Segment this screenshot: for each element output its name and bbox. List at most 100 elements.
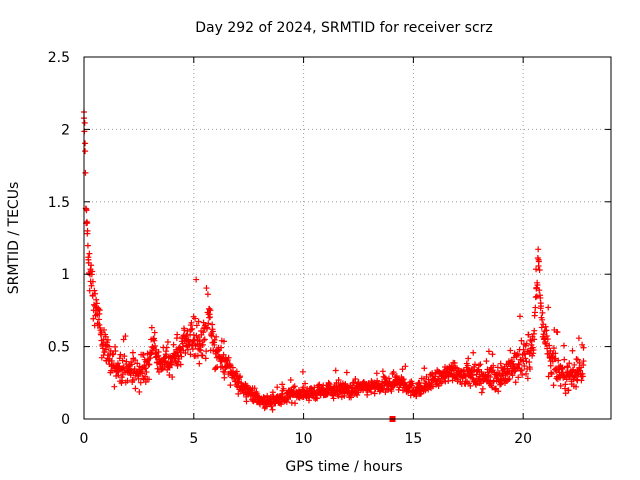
data-point — [535, 256, 542, 263]
data-point — [413, 392, 420, 399]
data-point — [284, 392, 291, 399]
data-point — [407, 392, 414, 399]
data-point — [234, 379, 241, 386]
data-point — [564, 364, 571, 371]
data-point — [168, 355, 175, 362]
data-point — [273, 397, 280, 404]
data-point — [145, 361, 152, 368]
data-point — [135, 375, 142, 382]
data-point — [537, 294, 544, 301]
data-point — [84, 220, 91, 227]
data-point — [193, 276, 200, 283]
x-tick-label: 0 — [80, 431, 89, 447]
data-point — [225, 354, 232, 361]
data-point — [476, 375, 483, 382]
data-point — [302, 380, 309, 387]
data-point — [189, 346, 196, 353]
data-point — [174, 349, 181, 356]
data-point — [564, 363, 571, 370]
data-point — [506, 375, 513, 382]
data-point — [164, 338, 171, 345]
data-point — [377, 384, 384, 391]
data-point — [102, 346, 109, 353]
data-point — [520, 346, 527, 353]
data-point — [534, 282, 541, 289]
data-point — [212, 350, 219, 357]
data-point — [571, 361, 578, 368]
data-point — [335, 393, 342, 400]
data-point — [325, 379, 332, 386]
data-point — [292, 400, 299, 407]
data-point — [564, 372, 571, 379]
data-point — [192, 315, 199, 322]
data-point — [87, 278, 94, 285]
data-point — [314, 395, 321, 402]
data-point — [332, 367, 339, 374]
data-points — [81, 109, 587, 422]
y-tick-label: 1 — [61, 267, 70, 283]
data-point — [355, 385, 362, 392]
data-point — [187, 351, 194, 358]
data-point — [523, 370, 530, 377]
axis-ticks: 0 5 10 15 20 0 0.5 1 1.5 2 2.5 — [48, 50, 611, 447]
data-point — [543, 332, 550, 339]
data-point — [84, 242, 91, 249]
data-point — [496, 381, 503, 388]
data-point — [388, 388, 395, 395]
data-point — [449, 365, 456, 372]
data-point — [227, 382, 234, 389]
y-tick-label: 1.5 — [48, 195, 70, 211]
data-point — [341, 392, 348, 399]
data-point — [135, 366, 142, 373]
data-point — [465, 372, 472, 379]
data-point — [269, 389, 276, 396]
data-point — [295, 389, 302, 396]
data-point — [550, 382, 557, 389]
data-point — [90, 315, 97, 322]
data-point — [525, 331, 532, 338]
data-point — [256, 397, 263, 404]
data-point — [575, 335, 582, 342]
data-point — [196, 340, 203, 347]
data-point — [108, 358, 115, 365]
data-point — [131, 365, 138, 372]
data-point — [550, 345, 557, 352]
data-point — [96, 307, 103, 314]
y-tick-label: 0.5 — [48, 340, 70, 356]
data-point — [199, 352, 206, 359]
data-point — [170, 341, 177, 348]
data-point — [366, 384, 373, 391]
data-point — [478, 389, 485, 396]
data-point — [181, 327, 188, 334]
data-point — [539, 316, 546, 323]
data-point — [291, 383, 298, 390]
data-point — [85, 256, 92, 263]
data-point — [542, 336, 549, 343]
data-point — [516, 361, 523, 368]
data-point — [516, 313, 523, 320]
data-point — [487, 374, 494, 381]
data-point — [204, 324, 211, 331]
data-point — [117, 351, 124, 358]
data-point — [421, 365, 428, 372]
data-point — [536, 267, 543, 274]
data-point — [119, 365, 126, 372]
data-point — [533, 285, 540, 292]
data-point — [498, 372, 505, 379]
data-point — [109, 351, 116, 358]
data-point — [548, 371, 555, 378]
data-point — [82, 140, 89, 147]
data-point — [157, 358, 164, 365]
data-point — [177, 361, 184, 368]
data-point — [98, 329, 105, 336]
data-point — [279, 381, 286, 388]
data-point — [229, 372, 236, 379]
data-point — [204, 291, 211, 298]
data-point — [507, 347, 514, 354]
data-point — [344, 387, 351, 394]
y-tick-label: 2.5 — [48, 50, 70, 66]
data-point — [546, 342, 553, 349]
data-point — [580, 358, 587, 365]
data-point — [523, 340, 530, 347]
